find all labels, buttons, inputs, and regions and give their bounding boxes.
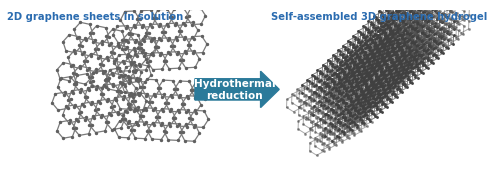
Text: Self-assembled 3D graphene hydrogel: Self-assembled 3D graphene hydrogel (271, 12, 487, 22)
Text: 2D graphene sheets in solution: 2D graphene sheets in solution (7, 12, 184, 22)
FancyArrow shape (195, 71, 279, 108)
Text: Hydrothermal: Hydrothermal (194, 79, 276, 89)
Text: reduction: reduction (206, 91, 263, 101)
